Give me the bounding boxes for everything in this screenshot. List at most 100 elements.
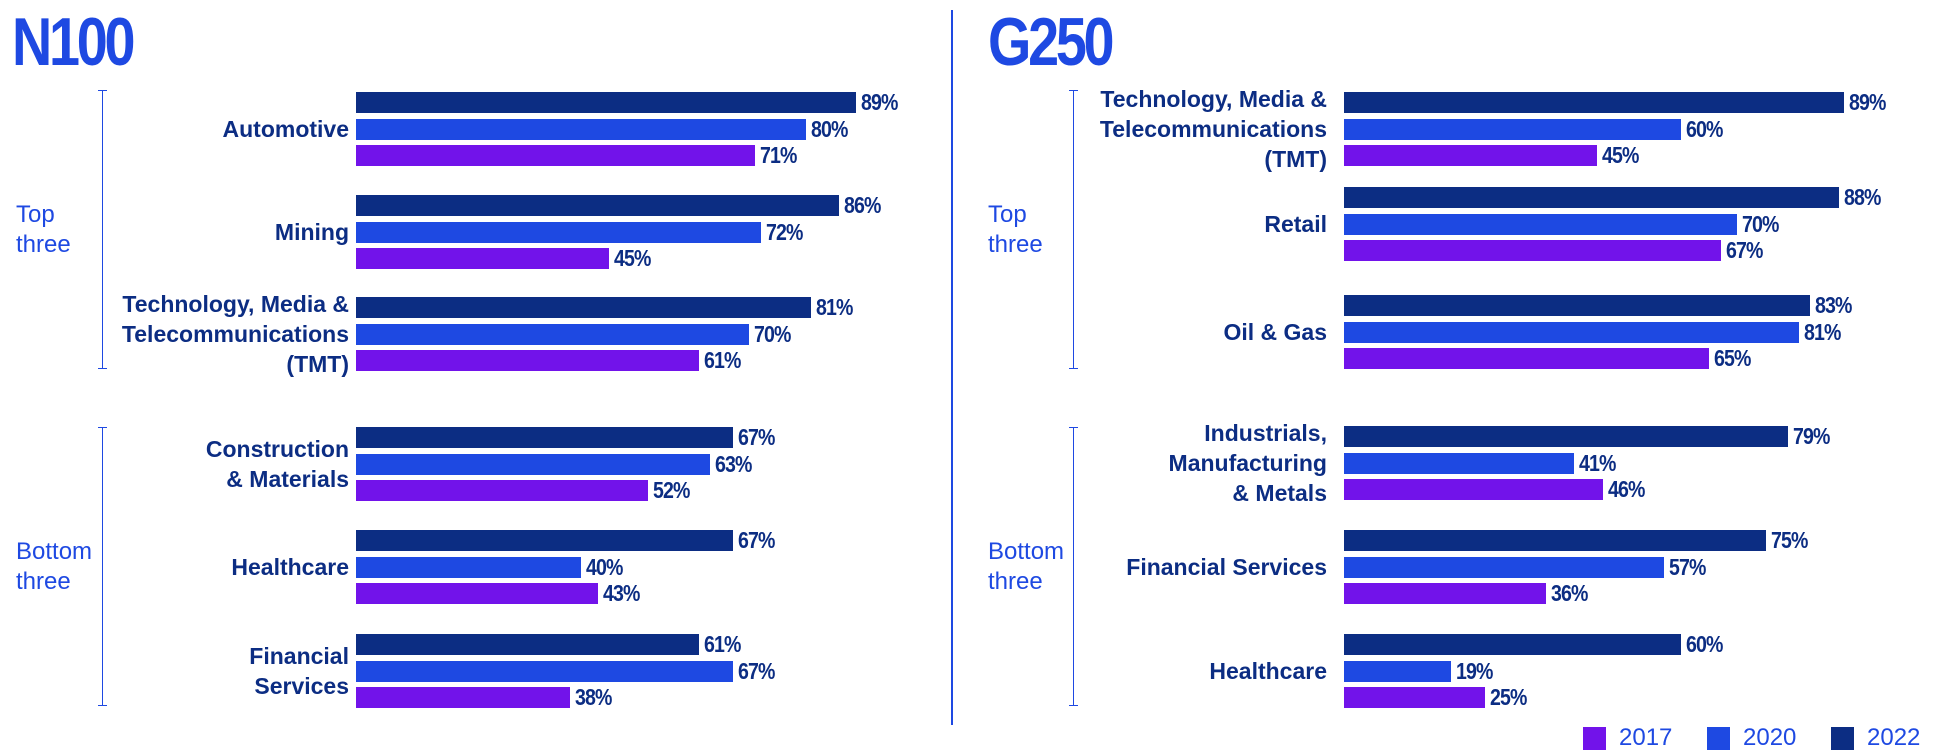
value-label: 83% bbox=[1815, 292, 1853, 318]
value-label: 81% bbox=[1804, 318, 1841, 345]
bar bbox=[1344, 213, 1738, 235]
value-label: 63% bbox=[715, 450, 752, 477]
bar bbox=[356, 297, 812, 318]
group-label: Bottom three bbox=[988, 537, 1065, 595]
value-label: 89% bbox=[861, 89, 898, 115]
value-label: 75% bbox=[1770, 527, 1808, 553]
bar bbox=[1344, 583, 1547, 605]
value-label: 46% bbox=[1607, 476, 1645, 503]
value-label: 40% bbox=[585, 553, 623, 580]
bracket bbox=[1069, 90, 1078, 369]
bar bbox=[356, 480, 649, 502]
bar bbox=[356, 453, 711, 475]
value-label: 67% bbox=[737, 424, 775, 450]
bar bbox=[1344, 530, 1766, 551]
legend-label: 2022 bbox=[1867, 724, 1921, 751]
value-label: 38% bbox=[574, 684, 612, 711]
value-label: 60% bbox=[1686, 115, 1723, 142]
category-label: Technology, Media & Telecommunications (… bbox=[1099, 86, 1327, 173]
value-label: 25% bbox=[1489, 684, 1527, 711]
category-label: Retail bbox=[1264, 211, 1327, 238]
bar bbox=[356, 556, 581, 578]
bar bbox=[356, 687, 570, 709]
value-label: 81% bbox=[816, 294, 853, 320]
bar bbox=[356, 92, 857, 113]
bar bbox=[1344, 348, 1710, 370]
category-label: Healthcare bbox=[231, 554, 349, 581]
value-label: 70% bbox=[1742, 210, 1779, 237]
bar bbox=[1344, 426, 1788, 447]
legend-swatch bbox=[1583, 727, 1606, 750]
group-label: Bottom three bbox=[16, 537, 93, 595]
value-label: 61% bbox=[703, 631, 741, 657]
value-label: 45% bbox=[613, 245, 651, 272]
value-label: 65% bbox=[1714, 345, 1751, 372]
value-label: 70% bbox=[754, 320, 791, 347]
bar bbox=[356, 221, 761, 243]
value-label: 36% bbox=[1551, 580, 1588, 607]
bar bbox=[356, 195, 840, 216]
value-label: 19% bbox=[1455, 657, 1493, 684]
legend-swatch bbox=[1831, 727, 1854, 750]
bar bbox=[356, 634, 699, 655]
bar bbox=[356, 145, 756, 167]
value-label: 88% bbox=[1843, 184, 1881, 210]
bracket bbox=[98, 427, 107, 706]
bar bbox=[1344, 660, 1451, 682]
value-label: 57% bbox=[1669, 553, 1706, 580]
bracket bbox=[98, 90, 107, 369]
value-label: 61% bbox=[703, 347, 741, 374]
value-label: 89% bbox=[1849, 89, 1886, 115]
value-label: 86% bbox=[844, 192, 881, 218]
bar bbox=[356, 248, 609, 270]
divider bbox=[951, 10, 953, 725]
category-label: Industrials, Manufacturing & Metals bbox=[1168, 420, 1327, 507]
category-label: Construction & Materials bbox=[205, 436, 349, 493]
category-label: Financial Services bbox=[249, 643, 349, 700]
value-label: 71% bbox=[760, 142, 797, 169]
bar bbox=[1344, 634, 1682, 655]
legend-swatch bbox=[1707, 727, 1730, 750]
value-label: 43% bbox=[602, 580, 640, 607]
value-label: 67% bbox=[1725, 237, 1763, 264]
bar bbox=[1344, 321, 1800, 343]
value-label: 67% bbox=[737, 657, 775, 684]
legend-label: 2020 bbox=[1743, 724, 1797, 751]
bar bbox=[1344, 556, 1665, 578]
bar bbox=[1344, 145, 1597, 167]
value-label: 67% bbox=[737, 527, 775, 553]
category-label: Financial Services bbox=[1126, 554, 1327, 581]
bar bbox=[356, 583, 598, 605]
bar bbox=[356, 350, 699, 372]
bar bbox=[356, 660, 733, 682]
value-label: 52% bbox=[653, 477, 690, 504]
bar bbox=[1344, 92, 1845, 113]
bar bbox=[1344, 187, 1839, 208]
bar bbox=[356, 530, 733, 551]
value-label: 60% bbox=[1686, 631, 1723, 657]
bar bbox=[1344, 295, 1811, 316]
bar bbox=[1344, 118, 1682, 140]
bar bbox=[1344, 687, 1485, 709]
value-label: 80% bbox=[810, 115, 848, 142]
legend-label: 2017 bbox=[1619, 724, 1673, 751]
value-label: 45% bbox=[1601, 142, 1639, 169]
bar bbox=[356, 427, 733, 448]
group-label: Top three bbox=[16, 200, 71, 258]
value-label: 41% bbox=[1579, 449, 1616, 476]
chart-title: N100 bbox=[12, 4, 135, 80]
category-label: Technology, Media & Telecommunications (… bbox=[121, 291, 349, 378]
bar bbox=[1344, 479, 1603, 501]
category-label: Mining bbox=[274, 219, 349, 246]
chart-title: G250 bbox=[988, 4, 1115, 80]
value-label: 72% bbox=[765, 218, 803, 245]
bar bbox=[1344, 452, 1575, 474]
bar bbox=[356, 118, 806, 140]
bracket bbox=[1069, 427, 1078, 706]
category-label: Automotive bbox=[222, 116, 350, 143]
bar bbox=[356, 323, 750, 345]
group-label: Top three bbox=[988, 200, 1043, 258]
category-label: Healthcare bbox=[1209, 658, 1327, 685]
category-label: Oil & Gas bbox=[1223, 319, 1327, 346]
